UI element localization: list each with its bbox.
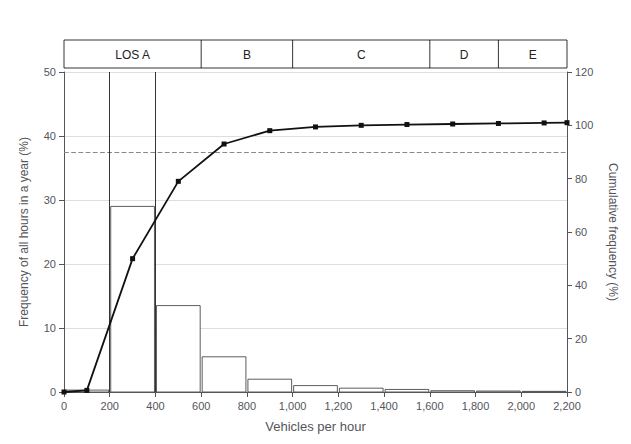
svg-text:10: 10 <box>44 322 56 334</box>
svg-text:0: 0 <box>50 386 56 398</box>
svg-text:1,800: 1,800 <box>462 400 490 412</box>
svg-text:100: 100 <box>575 119 593 131</box>
svg-text:40: 40 <box>44 130 56 142</box>
svg-text:0: 0 <box>61 400 67 412</box>
svg-text:Cumulative frequency (%): Cumulative frequency (%) <box>606 163 620 301</box>
svg-text:80: 80 <box>575 173 587 185</box>
svg-text:1,600: 1,600 <box>416 400 444 412</box>
svg-text:0: 0 <box>575 386 581 398</box>
svg-text:1,200: 1,200 <box>325 400 353 412</box>
svg-text:E: E <box>529 48 537 62</box>
svg-text:600: 600 <box>192 400 210 412</box>
svg-text:2,000: 2,000 <box>508 400 536 412</box>
svg-text:Vehicles per hour: Vehicles per hour <box>265 419 366 434</box>
svg-text:2,200: 2,200 <box>553 400 581 412</box>
svg-text:800: 800 <box>238 400 256 412</box>
svg-text:30: 30 <box>44 194 56 206</box>
svg-text:50: 50 <box>44 66 56 78</box>
svg-text:60: 60 <box>575 226 587 238</box>
svg-text:120: 120 <box>575 66 593 78</box>
svg-text:B: B <box>243 48 251 62</box>
svg-text:20: 20 <box>575 333 587 345</box>
svg-text:D: D <box>460 48 469 62</box>
svg-text:Frequency of all hours in a ye: Frequency of all hours in a year (%) <box>17 137 31 327</box>
svg-text:200: 200 <box>101 400 119 412</box>
svg-text:400: 400 <box>146 400 164 412</box>
svg-text:1,000: 1,000 <box>279 400 307 412</box>
svg-text:20: 20 <box>44 258 56 270</box>
svg-text:1,400: 1,400 <box>370 400 398 412</box>
svg-text:LOS A: LOS A <box>115 48 150 62</box>
svg-text:40: 40 <box>575 279 587 291</box>
svg-text:C: C <box>357 48 366 62</box>
